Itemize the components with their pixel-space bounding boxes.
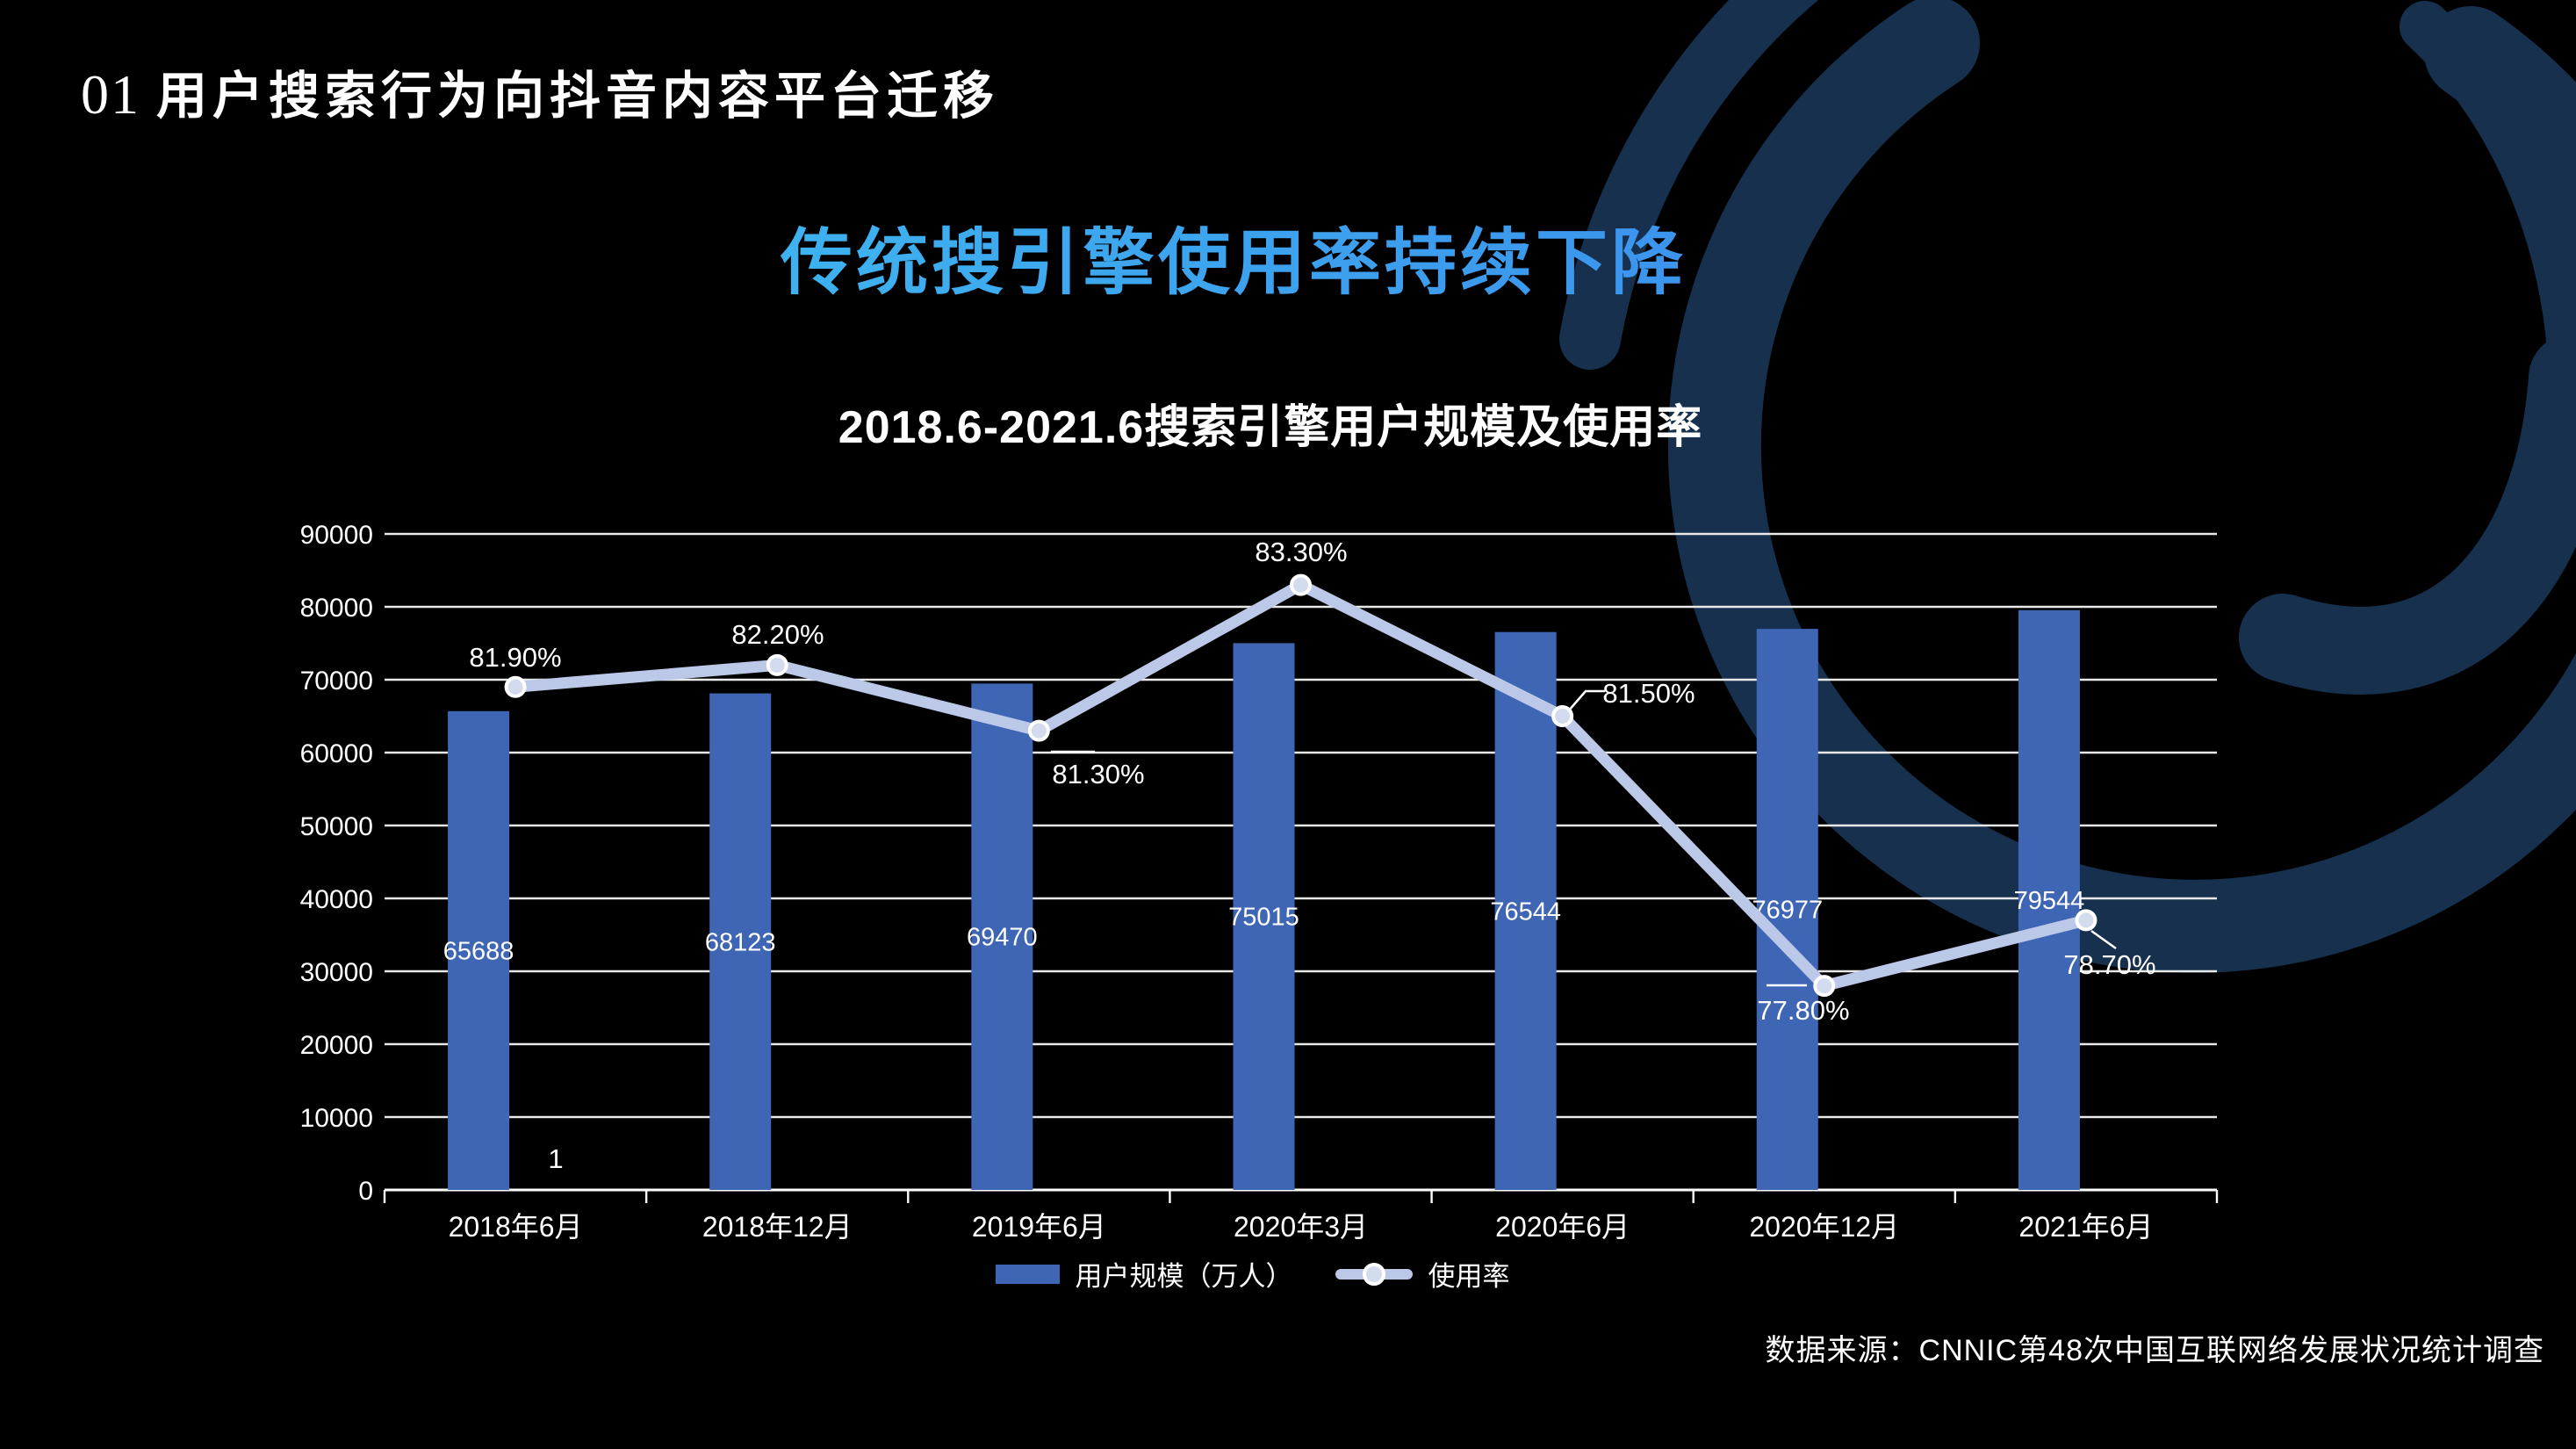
bar [971,683,1033,1190]
swirl-outer-tail [2400,1,2576,377]
y-tick-label: 60000 [300,739,373,768]
bar-value-label: 75015 [1228,904,1299,932]
line-marker [766,653,788,676]
legend-bar-label: 用户规模（万人） [1075,1261,1293,1292]
legend-item-line: 使用率 [1335,1254,1510,1294]
y-tick-label: 10000 [300,1104,373,1133]
line-marker [504,675,527,698]
bar-value-label: 79544 [2014,887,2085,915]
chart-legend: 用户规模（万人） 使用率 [336,1254,2169,1294]
page-heading: 传统搜引擎使用率持续下降 [0,204,2467,308]
legend-line-label: 使用率 [1428,1261,1510,1292]
line-marker [1813,975,1836,998]
stray-label: 1 [548,1143,563,1174]
percent-label: 82.20% [731,619,824,650]
bar [2018,609,2080,1190]
percent-label: 81.30% [1052,759,1144,789]
y-tick-label: 20000 [300,1031,373,1060]
x-axis-label: 2019年6月 [972,1211,1106,1243]
y-tick-label: 70000 [300,667,373,696]
percent-label: 78.70% [2063,949,2155,980]
legend-line-marker-icon [1362,1262,1385,1286]
x-axis-label: 2020年12月 [1749,1211,1899,1243]
label-leader-line [2090,929,2117,950]
y-tick-label: 90000 [300,521,373,550]
bar [1494,631,1557,1190]
bar [448,710,510,1190]
y-tick-label: 50000 [300,812,373,841]
percent-label: 81.90% [469,642,561,673]
percent-label: 81.50% [1602,678,1695,709]
label-leader-line [1567,689,1605,712]
line-marker [1290,573,1312,596]
swirl-arcs [1559,0,2576,973]
x-axis-label: 2021年6月 [2018,1211,2153,1243]
bar [1233,643,1295,1190]
percent-label: 83.30% [1255,537,1347,567]
bar [1756,629,1818,1190]
percent-label: 77.80% [1757,995,1849,1026]
line-marker [1027,719,1050,742]
bar-value-label: 68123 [705,928,776,956]
chart-title: 2018.6-2021.6搜索引擎用户规模及使用率 [838,402,1703,453]
y-tick-label: 30000 [300,958,373,987]
swirl-inner-hook [2239,334,2576,695]
bar-value-label: 69470 [967,924,1038,952]
legend-bar-swatch [995,1264,1060,1284]
x-axis-label: 2018年6月 [449,1211,583,1243]
line-marker [1551,705,1574,727]
legend-item-bar: 用户规模（万人） [995,1254,1293,1294]
x-axis-label: 2020年6月 [1495,1211,1630,1243]
line-marker [2075,909,2097,932]
bar-value-label: 76544 [1490,898,1561,926]
section-title-text: 用户搜索行为向抖音内容平台迁移 [156,68,1000,125]
legend-line-swatch [1335,1262,1413,1287]
source-note: 数据来源：CNNIC第48次中国互联网络发展状况统计调查 [1765,1334,2544,1367]
y-tick-label: 80000 [300,594,373,623]
swirl-main-ring [1667,0,2576,973]
section-number: 01 [81,63,140,126]
bar-value-label: 65688 [443,937,514,965]
section-title: 01 用户搜索行为向抖音内容平台迁移 [81,54,999,128]
y-tick-label: 40000 [300,885,373,914]
bar [709,693,772,1190]
y-tick-label: 0 [358,1177,373,1206]
swirl-detached-arc [1559,0,1819,370]
x-axis-label: 2020年3月 [1234,1211,1368,1243]
x-axis-label: 2018年12月 [702,1211,853,1243]
